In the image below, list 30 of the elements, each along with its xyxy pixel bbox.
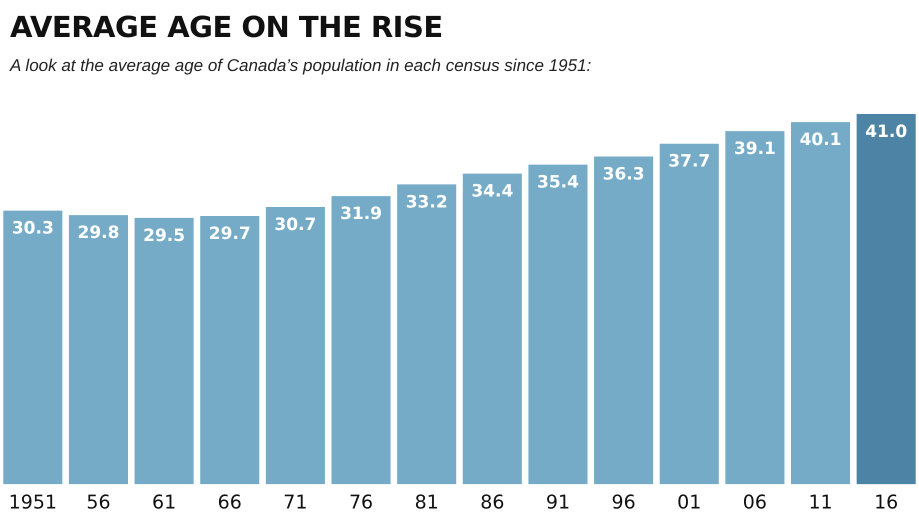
data-label: 29.7 — [208, 224, 251, 244]
data-label: 39.1 — [734, 139, 776, 160]
x-tick-label: 16 — [874, 492, 898, 514]
data-label: 31.9 — [340, 204, 382, 224]
data-label: 41.0 — [865, 122, 908, 142]
x-tick-label: 1951 — [8, 492, 57, 514]
data-label: 34.4 — [471, 182, 514, 202]
x-tick-label: 61 — [152, 492, 176, 514]
x-tick-label: 71 — [283, 492, 308, 514]
data-label: 33.2 — [406, 192, 448, 212]
x-tick-label: 76 — [348, 492, 374, 514]
data-label: 40.1 — [800, 130, 842, 150]
x-tick-label: 11 — [808, 492, 833, 514]
x-tick-label: 01 — [677, 492, 702, 514]
x-tick-label: 96 — [612, 492, 636, 514]
data-label: 30.3 — [12, 218, 54, 239]
data-label: 36.3 — [602, 164, 645, 184]
x-tick-label: 91 — [546, 492, 570, 514]
data-label: 35.4 — [536, 172, 580, 192]
x-tick-label: 56 — [86, 492, 111, 514]
chart-subtitle: A look at the average age of Canada’s population in each census since 1951: — [10, 56, 592, 76]
data-label: 30.7 — [274, 214, 316, 235]
x-tick-label: 86 — [480, 492, 504, 514]
chart-title: AVERAGE AGE ON THE RISE — [10, 10, 443, 44]
x-tick-label: 66 — [218, 492, 242, 514]
data-label: 29.5 — [143, 226, 186, 246]
x-tick-label: 06 — [742, 492, 767, 514]
data-label: 29.8 — [77, 223, 120, 244]
x-tick-label: 81 — [414, 492, 439, 514]
data-label: 37.7 — [668, 152, 710, 172]
